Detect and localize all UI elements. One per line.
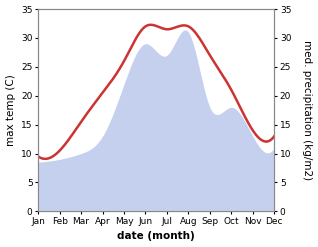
Y-axis label: max temp (C): max temp (C) bbox=[5, 74, 16, 146]
Y-axis label: med. precipitation (kg/m2): med. precipitation (kg/m2) bbox=[302, 40, 313, 180]
X-axis label: date (month): date (month) bbox=[117, 231, 195, 242]
